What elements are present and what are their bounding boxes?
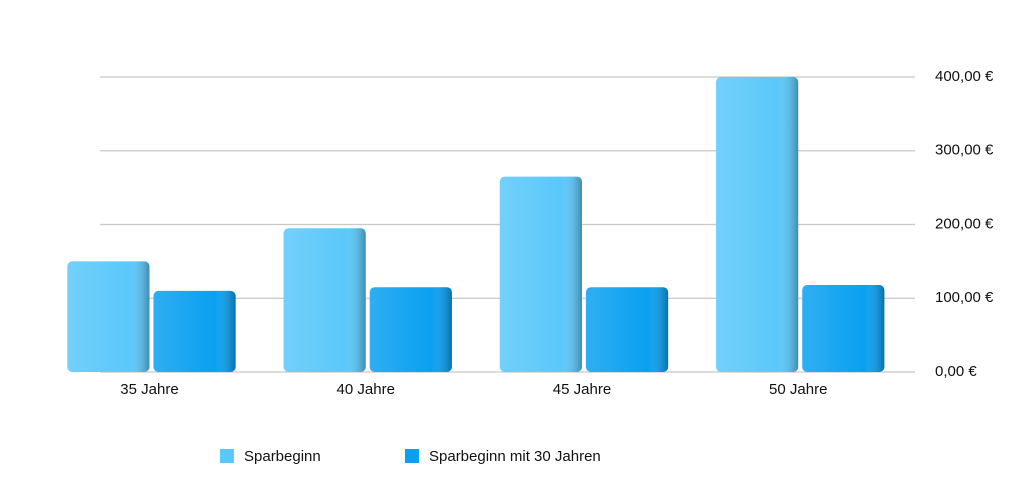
bar-shade [499,176,582,372]
legend-label: Sparbeginn [244,448,321,465]
bar-shade [67,261,150,372]
x-tick-label: 40 Jahre [337,381,395,398]
x-tick-label: 45 Jahre [553,381,611,398]
y-tick-label: 300,00 € [935,142,994,159]
legend-label: Sparbeginn mit 30 Jahren [429,448,601,465]
y-tick-label: 0,00 € [935,363,977,380]
bar-shade [153,290,236,372]
y-tick-label: 100,00 € [935,289,994,306]
bar-shade [716,77,799,372]
legend-swatch [405,449,419,463]
legend-swatch [220,449,234,463]
y-tick-label: 200,00 € [935,215,994,232]
y-tick-label: 400,00 € [935,68,994,85]
bar-shade [802,284,885,372]
bar-shade [369,287,452,372]
x-tick-label: 50 Jahre [769,381,827,398]
bar-shade [283,228,366,372]
x-tick-label: 35 Jahre [120,381,178,398]
bar-shade [585,287,669,372]
